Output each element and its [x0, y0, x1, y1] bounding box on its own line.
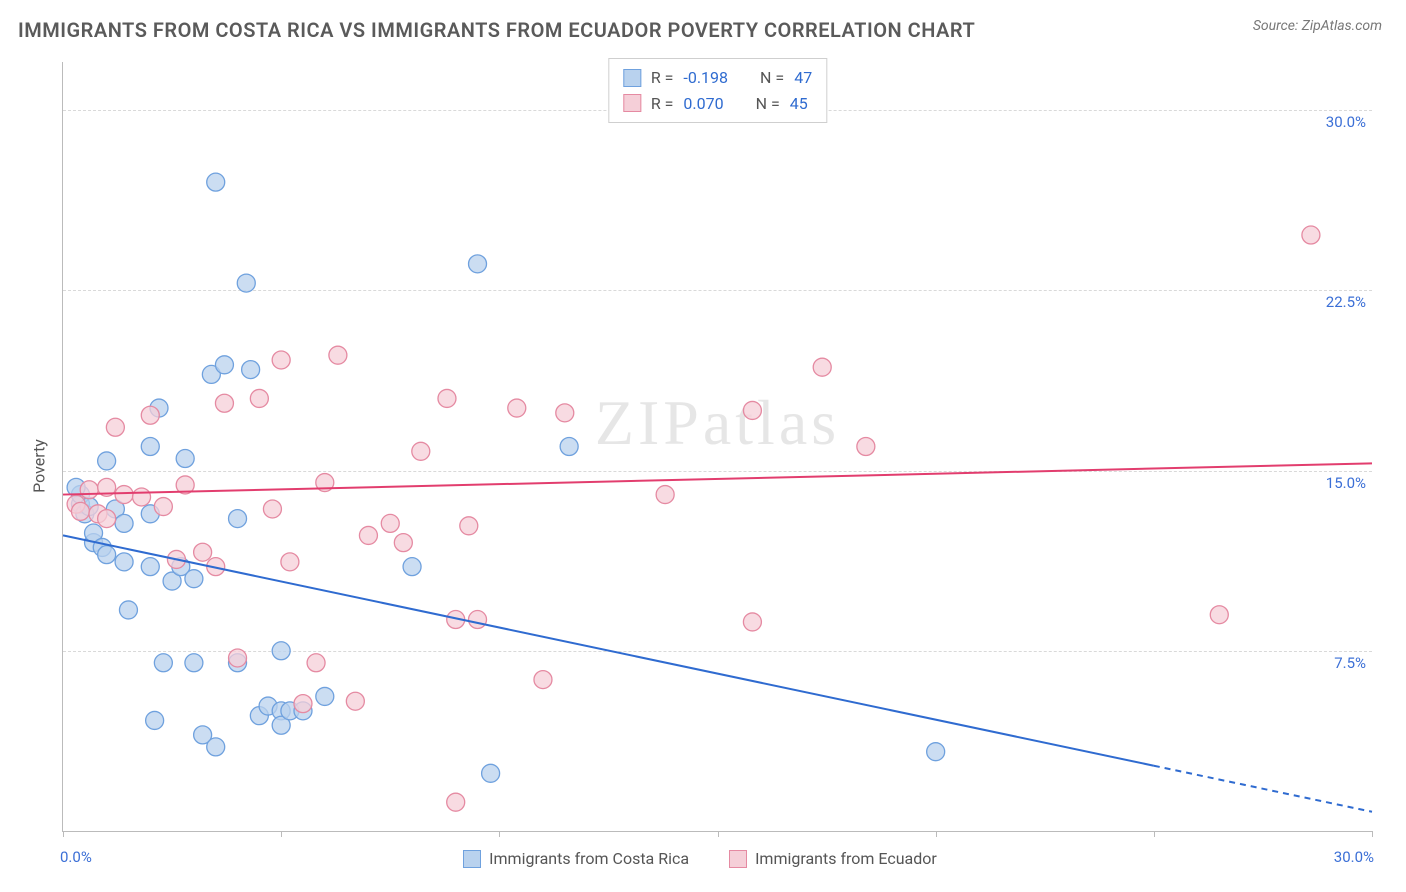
scatter-point — [272, 642, 290, 660]
scatter-point — [359, 526, 377, 544]
scatter-point — [743, 613, 761, 631]
x-tick — [1154, 831, 1155, 837]
scatter-point — [98, 546, 116, 564]
stats-swatch-0 — [623, 69, 641, 87]
scatter-point — [185, 654, 203, 672]
scatter-point — [743, 401, 761, 419]
stats-row-series-0: R = -0.198 N = 47 — [623, 65, 812, 91]
scatter-point — [534, 671, 552, 689]
scatter-point — [207, 173, 225, 191]
x-tick — [499, 831, 500, 837]
scatter-point — [857, 438, 875, 456]
scatter-svg — [63, 62, 1372, 831]
scatter-point — [98, 510, 116, 528]
scatter-point — [115, 514, 133, 532]
trend-line-dashed — [1154, 766, 1372, 812]
scatter-point — [813, 358, 831, 376]
scatter-point — [115, 486, 133, 504]
scatter-point — [394, 534, 412, 552]
scatter-point — [185, 570, 203, 588]
scatter-point — [106, 418, 124, 436]
x-tick — [936, 831, 937, 837]
scatter-point — [412, 442, 430, 460]
legend-item-0: Immigrants from Costa Rica — [463, 849, 689, 868]
trend-line — [63, 463, 1372, 494]
scatter-point — [469, 611, 487, 629]
scatter-point — [141, 406, 159, 424]
legend-swatch-1 — [729, 850, 747, 868]
chart-title: IMMIGRANTS FROM COSTA RICA VS IMMIGRANTS… — [18, 18, 975, 42]
scatter-point — [263, 500, 281, 518]
plot-region: ZIPatlas R = -0.198 N = 47 R = 0.070 N =… — [62, 62, 1372, 832]
scatter-point — [294, 695, 312, 713]
scatter-point — [146, 711, 164, 729]
chart-area: Poverty ZIPatlas R = -0.198 N = 47 R = 0… — [18, 52, 1382, 880]
scatter-point — [115, 553, 133, 571]
scatter-point — [194, 543, 212, 561]
scatter-point — [560, 438, 578, 456]
y-tick-label: 22.5% — [1322, 293, 1366, 311]
y-tick-label: 15.0% — [1322, 474, 1366, 492]
legend-swatch-0 — [463, 850, 481, 868]
y-axis-label: Poverty — [29, 439, 48, 493]
scatter-point — [119, 601, 137, 619]
scatter-point — [482, 764, 500, 782]
x-tick — [281, 831, 282, 837]
scatter-point — [154, 654, 172, 672]
scatter-point — [154, 498, 172, 516]
scatter-point — [469, 255, 487, 273]
scatter-point — [133, 488, 151, 506]
x-tick — [1372, 831, 1373, 837]
scatter-point — [656, 486, 674, 504]
scatter-point — [1210, 606, 1228, 624]
scatter-point — [438, 389, 456, 407]
scatter-point — [272, 351, 290, 369]
legend-item-1: Immigrants from Ecuador — [729, 849, 937, 868]
scatter-point — [98, 452, 116, 470]
scatter-point — [927, 743, 945, 761]
legend-label-0: Immigrants from Costa Rica — [489, 849, 689, 868]
scatter-point — [141, 558, 159, 576]
scatter-point — [307, 654, 325, 672]
source-attribution: Source: ZipAtlas.com — [1253, 18, 1382, 34]
scatter-point — [403, 558, 421, 576]
correlation-stats-box: R = -0.198 N = 47 R = 0.070 N = 45 — [608, 58, 827, 123]
header: IMMIGRANTS FROM COSTA RICA VS IMMIGRANTS… — [0, 0, 1406, 42]
scatter-point — [237, 274, 255, 292]
scatter-point — [176, 450, 194, 468]
legend-label-1: Immigrants from Ecuador — [755, 849, 937, 868]
scatter-point — [71, 502, 89, 520]
scatter-point — [556, 404, 574, 422]
scatter-point — [242, 361, 260, 379]
stats-swatch-1 — [623, 94, 641, 112]
scatter-point — [207, 738, 225, 756]
scatter-point — [508, 399, 526, 417]
x-tick — [718, 831, 719, 837]
x-tick — [63, 831, 64, 837]
scatter-point — [281, 553, 299, 571]
scatter-point — [447, 793, 465, 811]
scatter-point — [316, 687, 334, 705]
stats-row-series-1: R = 0.070 N = 45 — [623, 91, 812, 117]
scatter-point — [1302, 226, 1320, 244]
scatter-point — [141, 438, 159, 456]
scatter-point — [250, 389, 268, 407]
y-tick-label: 7.5% — [1330, 654, 1366, 672]
scatter-point — [381, 514, 399, 532]
scatter-point — [80, 481, 98, 499]
scatter-point — [229, 510, 247, 528]
scatter-point — [346, 692, 364, 710]
y-tick-label: 30.0% — [1322, 113, 1366, 131]
scatter-point — [329, 346, 347, 364]
scatter-point — [215, 394, 233, 412]
trend-line — [63, 535, 1154, 765]
bottom-legend: Immigrants from Costa Rica Immigrants fr… — [18, 849, 1382, 868]
scatter-point — [229, 649, 247, 667]
scatter-point — [215, 356, 233, 374]
scatter-point — [460, 517, 478, 535]
